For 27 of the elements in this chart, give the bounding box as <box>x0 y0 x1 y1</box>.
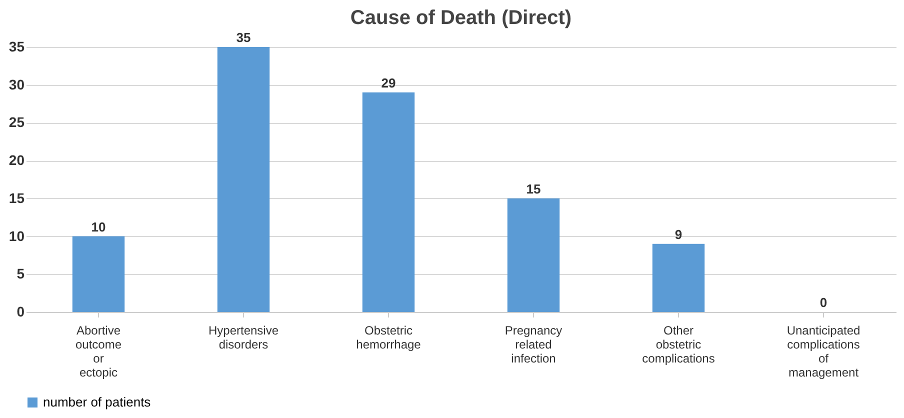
x-tick-label: Obstetric hemorrhage <box>356 324 422 352</box>
y-tick-label: 5 <box>16 266 25 282</box>
legend-label: number of patients <box>43 394 152 410</box>
x-tick-label: Abortive outcome or ectopic <box>75 324 122 380</box>
bar <box>72 236 125 312</box>
y-tick-label: 0 <box>16 304 25 320</box>
bar <box>217 47 270 312</box>
bar <box>362 92 415 312</box>
x-tick-label: Hypertensive disorders <box>208 324 279 352</box>
data-label: 10 <box>91 219 106 234</box>
data-label: 15 <box>526 181 541 196</box>
x-tick-label: Unanticipated complications of management <box>786 324 860 380</box>
x-tick-label: Pregnancy related infection <box>504 324 562 366</box>
y-tick-label: 20 <box>8 152 25 168</box>
x-tick-label: Other obstetric complications <box>642 324 715 366</box>
data-label: 35 <box>236 30 251 45</box>
bar <box>652 244 705 312</box>
y-tick-label: 10 <box>8 228 25 244</box>
y-tick-label: 35 <box>8 38 25 54</box>
data-label: 9 <box>674 226 682 242</box>
y-tick-label: 30 <box>8 76 25 92</box>
y-tick-label: 15 <box>8 190 25 206</box>
data-label: 29 <box>381 75 396 90</box>
chart-title: Cause of Death (Direct) <box>350 7 572 29</box>
data-label: 0 <box>820 295 828 310</box>
y-tick-label: 25 <box>8 114 25 130</box>
bar <box>507 198 560 312</box>
